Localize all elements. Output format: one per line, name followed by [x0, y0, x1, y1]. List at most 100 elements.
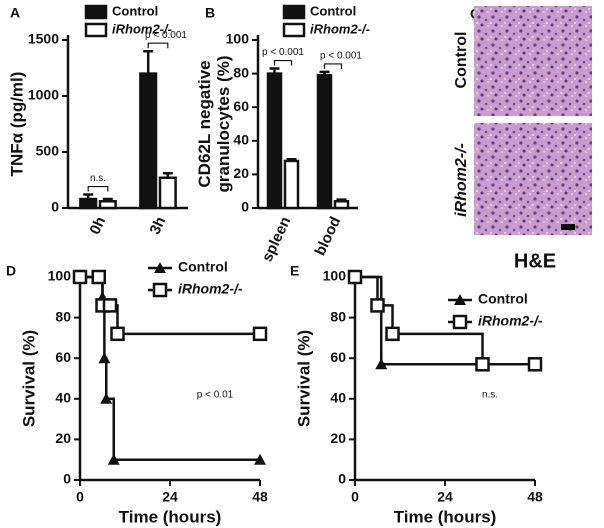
y-tick-label: 0 [241, 199, 249, 215]
x-tick-label: 24 [437, 489, 453, 505]
histology-image [474, 123, 592, 235]
x-axis-label: Time (hours) [394, 507, 497, 526]
legend-marker [452, 314, 468, 330]
bar [266, 72, 283, 210]
annotation: p < 0.01 [197, 389, 234, 400]
legend-marker [154, 262, 166, 273]
marker [347, 269, 363, 285]
x-tick-label: 48 [527, 489, 543, 505]
error-bar [319, 70, 330, 76]
legend-marker [152, 282, 168, 298]
marker [102, 298, 118, 313]
legend-label: Control [310, 3, 356, 18]
legend-swatch [282, 22, 306, 38]
row-label: iRhom2-/- [453, 143, 470, 217]
significance-bracket [273, 59, 293, 66]
annotation: p < 0.001 [262, 47, 304, 58]
legend-label: iRhom2-/- [178, 281, 243, 297]
marker [252, 326, 268, 342]
marker [100, 392, 113, 404]
error-bar [162, 172, 173, 178]
y-tick-label: 80 [55, 308, 71, 324]
marker [98, 352, 111, 364]
bar [79, 197, 98, 210]
bar [139, 72, 158, 210]
error-bar [286, 158, 297, 161]
y-tick-label: 20 [330, 430, 346, 446]
x-tick-label: spleen [259, 214, 294, 264]
y-tick-label: 80 [330, 308, 346, 324]
legend-label: iRhom2-/- [112, 21, 172, 36]
bar [333, 200, 350, 210]
y-tick-label: 1000 [28, 87, 59, 103]
y-tick-label: 60 [330, 349, 346, 365]
significance-bracket [323, 63, 343, 69]
panel-label: D [6, 263, 16, 279]
marker [370, 298, 385, 313]
marker [527, 357, 543, 372]
significance-bracket [87, 185, 109, 192]
marker [475, 357, 490, 372]
marker [375, 358, 388, 370]
marker [72, 269, 88, 285]
y-tick-label: 0 [51, 199, 59, 215]
marker [107, 453, 120, 465]
bar [316, 74, 333, 210]
y-tick-label: 100 [323, 268, 347, 284]
y-axis-label: Survival (%) [294, 330, 313, 427]
y-tick-label: 0 [338, 471, 346, 487]
panel-label: E [290, 263, 299, 279]
legend-label: iRhom2-/- [478, 313, 543, 329]
panel-label: A [10, 5, 20, 21]
y-tick-label: 100 [226, 31, 250, 47]
legend-swatch [84, 22, 108, 38]
x-tick-label: 0 [76, 489, 84, 505]
annotation: p < 0.001 [320, 51, 362, 62]
histology-image [474, 6, 592, 116]
marker [110, 326, 125, 342]
marker [91, 269, 106, 285]
y-tick-label: 60 [55, 349, 71, 365]
marker [385, 326, 400, 342]
y-axis-label: Survival (%) [19, 330, 38, 427]
y-axis-label: TNFα (pg/ml) [7, 72, 26, 177]
y-tick-label: 60 [233, 98, 249, 114]
x-tick-label: 0h [86, 214, 109, 237]
annotation: n.s. [90, 173, 106, 184]
x-tick-label: 0 [351, 489, 359, 505]
bar [158, 176, 177, 210]
row-label: Control [453, 32, 470, 89]
significance-bracket [147, 42, 169, 49]
y-tick-label: 20 [233, 165, 249, 181]
caption: H&E [514, 250, 556, 272]
x-tick-label: 24 [162, 489, 178, 505]
x-tick-label: 48 [252, 489, 268, 505]
error-bar [336, 198, 347, 202]
legend-label: Control [112, 3, 158, 18]
legend-label: Control [478, 291, 528, 307]
annotation: n.s. [482, 389, 498, 400]
y-tick-label: 40 [55, 390, 71, 406]
error-bar [83, 193, 94, 200]
bar [98, 200, 117, 210]
error-bar [143, 49, 154, 74]
legend-swatch [84, 4, 108, 20]
x-tick-label: 3h [146, 214, 169, 237]
panel-label: B [205, 5, 215, 21]
y-tick-label: 40 [330, 390, 346, 406]
y-tick-label: 1500 [28, 31, 59, 47]
legend-label: Control [178, 259, 228, 275]
y-tick-label: 20 [55, 430, 71, 446]
legend-label: iRhom2-/- [310, 21, 370, 36]
y-tick-label: 500 [36, 143, 60, 159]
error-bar [269, 67, 280, 74]
y-axis-label: CD62L negativegranulocytes (%) [195, 56, 233, 193]
legend-swatch [282, 4, 306, 20]
bar [283, 159, 300, 210]
y-tick-label: 80 [233, 64, 249, 80]
annotation: p < 0.001 [145, 30, 187, 41]
marker [254, 453, 266, 465]
x-tick-label: blood [312, 214, 345, 258]
y-tick-label: 0 [63, 471, 71, 487]
